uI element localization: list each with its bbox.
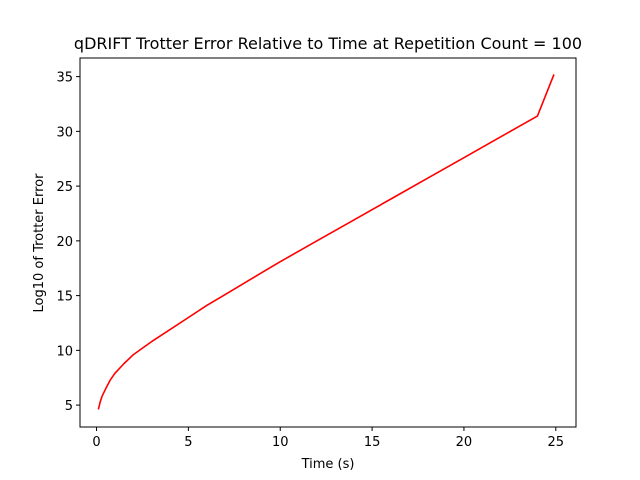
y-tick-label: 15 — [56, 290, 73, 305]
series-line-0 — [97, 74, 555, 410]
x-tick-label: 25 — [548, 435, 565, 450]
chart-title: qDRIFT Trotter Error Relative to Time at… — [74, 34, 582, 53]
plot-area: 0 5 10 15 20 25 5 10 15 20 25 30 35 — [56, 57, 577, 450]
x-tick-label: 5 — [184, 435, 192, 450]
plot-frame — [79, 57, 577, 428]
y-tick-label: 35 — [56, 71, 73, 86]
y-tick-label: 20 — [56, 235, 73, 250]
y-tick-label: 30 — [56, 125, 73, 140]
y-tick-label: 25 — [56, 180, 73, 195]
x-tick-label: 10 — [272, 435, 289, 450]
x-tick-label: 0 — [92, 435, 100, 450]
x-axis-label: Time (s) — [301, 457, 355, 472]
x-tick-label: 20 — [456, 435, 473, 450]
x-tick-label: 15 — [364, 435, 381, 450]
y-axis-label: Log10 of Trotter Error — [32, 173, 47, 313]
y-tick-label: 10 — [56, 344, 73, 359]
y-tick-label: 5 — [65, 399, 73, 414]
